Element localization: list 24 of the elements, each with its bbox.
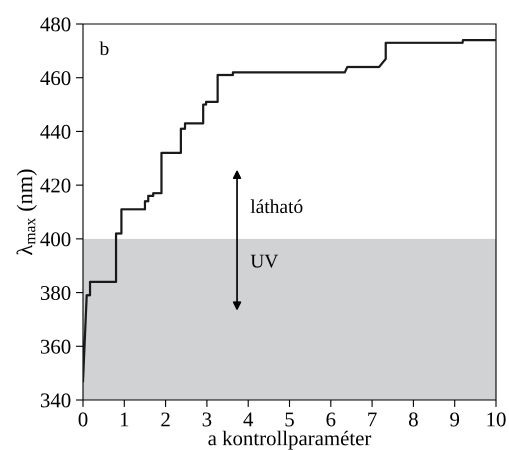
x-tick-label: 7 — [368, 412, 377, 426]
x-tick-label: 8 — [408, 412, 418, 426]
y-tick-label: 400 — [40, 232, 70, 246]
y-axis-title: λ$_{max}$ (nm) — [16, 170, 37, 255]
annotation: látható — [250, 199, 302, 214]
annotation: UV — [250, 254, 278, 268]
x-tick-label: 5 — [286, 412, 294, 426]
x-tick-label: 2 — [161, 412, 170, 426]
x-tick-label: 10 — [487, 412, 506, 426]
x-tick-label: 3 — [202, 412, 212, 426]
y-tick-label: 440 — [40, 124, 70, 139]
y-tick-label: 420 — [40, 178, 70, 193]
x-tick-label: 6 — [326, 412, 336, 426]
annotation: b — [100, 42, 108, 56]
x-tick-label: 9 — [450, 412, 460, 426]
y-tick-label: 480 — [40, 17, 70, 32]
y-tick-label: 360 — [40, 340, 70, 354]
y-tick-label: 340 — [40, 393, 70, 408]
x-axis-title: a kontrollparaméter — [208, 430, 372, 450]
x-tick-label: 1 — [120, 412, 128, 426]
x-tick-label: 4 — [243, 412, 254, 426]
x-tick-label: 0 — [78, 412, 88, 426]
y-tick-label: 380 — [40, 286, 70, 300]
y-tick-label: 460 — [40, 71, 70, 86]
